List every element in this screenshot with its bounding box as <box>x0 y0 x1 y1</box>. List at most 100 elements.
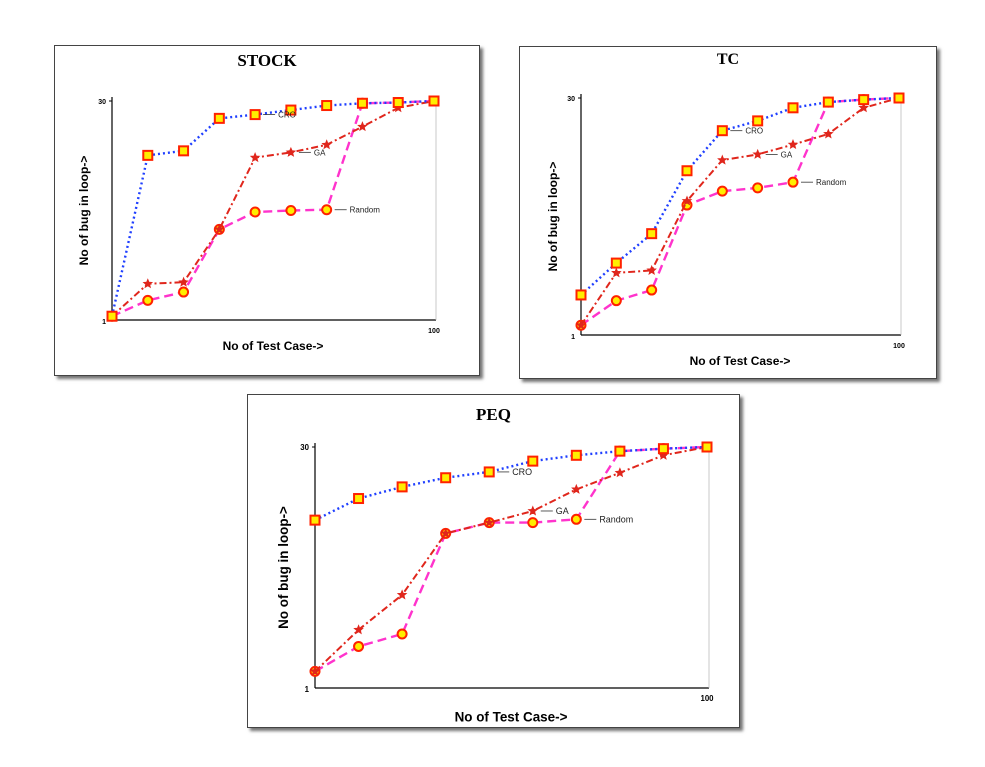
data-point-random <box>610 295 622 307</box>
series-line-cro <box>110 99 435 317</box>
data-point-ga <box>214 223 225 234</box>
y-tick-label: 30 <box>300 443 309 452</box>
chart-panel-peq: PEQ 1 30 100 No of Test Case-> No of bug in l… <box>247 394 740 728</box>
data-point-ga <box>575 319 587 330</box>
data-point-random <box>285 205 297 216</box>
chart-svg-peq: PEQ 1 30 100 No of Test Case-> No of bug in l… <box>276 405 714 725</box>
series-label-random: Random <box>350 206 381 215</box>
x-axis-label: No of Test Case-> <box>690 354 791 368</box>
data-point-cro <box>701 441 713 453</box>
series-line-random <box>314 445 708 673</box>
data-point-random <box>787 176 799 188</box>
series-line-random <box>111 99 435 318</box>
series-label-random: Random <box>599 514 633 524</box>
series-line-cro <box>580 96 900 296</box>
y-tick-label: 1 <box>305 685 310 694</box>
data-point-cro <box>142 149 154 161</box>
data-point-random <box>716 185 728 197</box>
data-point-cro <box>483 466 495 478</box>
y-tick-label: 1 <box>102 319 106 326</box>
chart-panel-stock: STOCK 1 30 100 No of Test Case-> No of bug in… <box>54 45 480 376</box>
data-point-cro <box>858 94 870 106</box>
x-tick-label: 100 <box>893 343 905 350</box>
data-point-cro <box>822 96 834 108</box>
data-point-random <box>570 513 582 525</box>
data-point-random <box>142 294 154 306</box>
series-label-ga: GA <box>556 506 569 516</box>
data-point-random <box>752 182 764 194</box>
series-line-ga <box>580 97 900 326</box>
chart-title: STOCK <box>237 51 297 70</box>
y-axis-label: No of bug in loop-> <box>276 506 291 629</box>
data-point-cro <box>646 228 658 240</box>
data-point-ga <box>858 102 869 113</box>
series-label-random: Random <box>816 178 847 187</box>
data-point-random <box>396 628 408 640</box>
data-point-cro <box>249 109 261 121</box>
data-point-random <box>353 640 365 652</box>
series-line-ga <box>314 446 708 673</box>
data-point-cro <box>428 95 440 107</box>
data-point-cro <box>285 104 297 116</box>
data-point-cro <box>356 97 368 109</box>
data-point-cro <box>392 97 404 109</box>
chart-svg-stock: STOCK 1 30 100 No of Test Case-> No of bug in… <box>77 51 440 353</box>
data-point-cro <box>106 310 118 322</box>
y-tick-label: 30 <box>567 96 575 103</box>
series-label-ga: GA <box>781 150 793 159</box>
data-point-cro <box>575 289 587 301</box>
data-point-ga <box>571 483 582 494</box>
data-point-cro <box>213 112 225 124</box>
data-point-ga <box>353 624 364 635</box>
data-point-ga <box>527 505 539 516</box>
series-label-cro: CRO <box>512 467 532 477</box>
data-point-cro <box>681 165 693 177</box>
data-point-cro <box>309 514 321 526</box>
chart-title: PEQ <box>476 405 511 424</box>
data-point-cro <box>396 481 408 493</box>
x-axis-label: No of Test Case-> <box>455 710 568 725</box>
data-point-ga <box>440 527 451 538</box>
data-point-ga <box>646 264 657 275</box>
data-point-ga <box>357 121 368 132</box>
data-point-ga <box>309 665 321 676</box>
data-point-cro <box>570 449 582 461</box>
y-tick-label: 1 <box>571 334 575 341</box>
data-point-random <box>527 517 539 529</box>
data-point-ga <box>787 139 799 150</box>
data-point-ga <box>249 152 261 163</box>
x-axis-label: No of Test Case-> <box>223 339 324 353</box>
data-point-random <box>249 206 261 218</box>
data-point-cro <box>353 493 365 505</box>
data-point-random <box>178 286 190 298</box>
series-line-ga <box>111 100 435 317</box>
data-point-cro <box>610 257 622 269</box>
series-label-cro: CRO <box>745 127 763 136</box>
y-tick-label: 30 <box>98 99 106 106</box>
data-point-cro <box>321 100 333 112</box>
x-tick-label: 100 <box>700 694 714 703</box>
data-point-cro <box>440 472 452 484</box>
y-axis-label: No of bug in loop-> <box>77 156 91 266</box>
data-point-ga <box>611 267 622 278</box>
data-point-ga <box>752 148 763 159</box>
series-line-random <box>580 96 900 327</box>
data-point-cro <box>614 445 626 457</box>
data-point-ga <box>396 589 408 600</box>
series-line-cro <box>314 445 708 522</box>
data-point-ga <box>823 128 834 139</box>
series-label-ga: GA <box>314 148 326 157</box>
data-point-ga <box>178 276 189 287</box>
data-point-ga <box>614 467 626 478</box>
chart-svg-tc: TC 1 30 100 No of Test Case-> No of bug in lo… <box>546 51 905 368</box>
data-point-random <box>646 284 658 296</box>
x-tick-label: 100 <box>428 328 440 335</box>
y-axis-label: No of bug in loop-> <box>546 162 560 272</box>
data-point-cro <box>752 115 764 127</box>
chart-title: TC <box>717 51 739 68</box>
data-point-random <box>321 204 333 216</box>
data-point-cro <box>178 145 190 157</box>
data-point-cro <box>716 125 728 137</box>
series-label-cro: CRO <box>278 111 296 120</box>
data-point-cro <box>893 92 905 104</box>
